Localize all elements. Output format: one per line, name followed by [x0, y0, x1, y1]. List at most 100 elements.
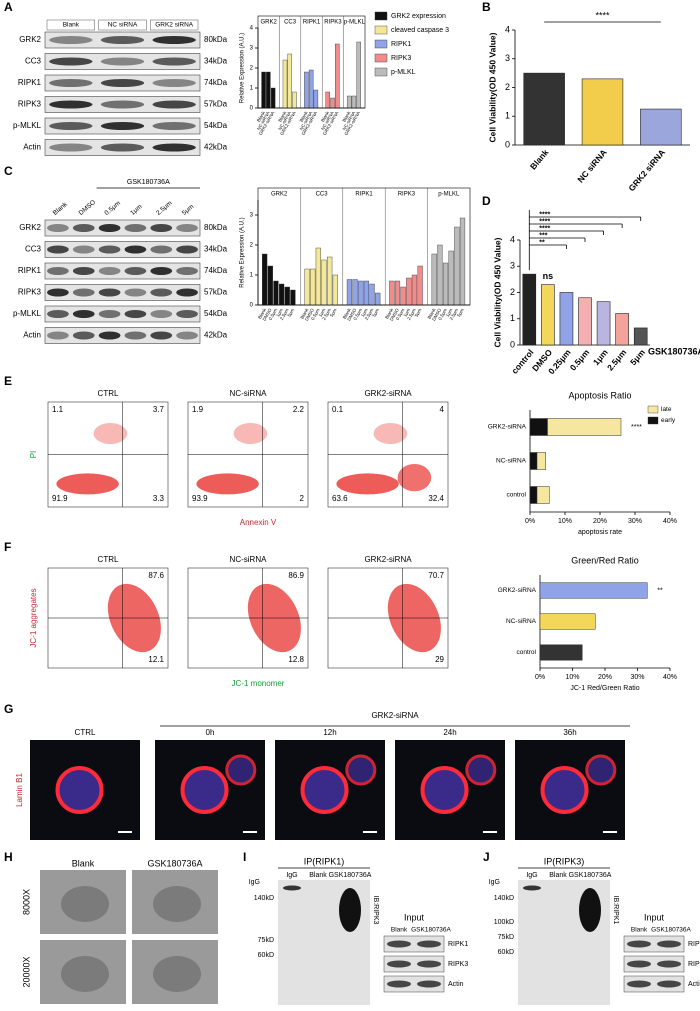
y-tick-label: 3 — [250, 213, 254, 219]
condition-label: 5μm — [286, 307, 295, 317]
protein-label: Actin — [688, 981, 700, 988]
panel-label: J — [483, 850, 490, 864]
lane-label: GSK180736A — [329, 872, 372, 879]
protein-label: RIPK1 — [18, 266, 42, 275]
lane-label: GSK180736A — [651, 927, 691, 934]
event-cloud — [196, 473, 259, 495]
significance: ns — [543, 271, 554, 281]
x-axis-title: GSK180736A — [648, 346, 700, 356]
bar — [363, 280, 370, 306]
bar — [352, 279, 358, 306]
bar — [559, 292, 574, 346]
lane-label: GRK2 siRNA — [155, 22, 194, 29]
gel-band — [579, 888, 601, 932]
condition-label: 2.5μm — [279, 307, 290, 321]
gel-band — [339, 888, 361, 932]
y-tick-label: 1 — [250, 86, 254, 92]
quadrant-value: 93.9 — [192, 494, 208, 503]
blot-band — [49, 57, 93, 66]
condition-label: 2.5μm — [449, 307, 460, 321]
condition-label: Blank — [277, 110, 287, 123]
legend-swatch — [374, 53, 388, 63]
x-axis-title: JC-1 monomer — [232, 679, 285, 688]
blot-strip — [44, 53, 201, 70]
bar — [287, 53, 292, 109]
protein-label: Actin — [23, 143, 41, 152]
blot-band — [98, 310, 121, 318]
bar — [290, 289, 296, 306]
blot-band — [49, 36, 93, 44]
row-label: 8000X — [21, 889, 31, 915]
bar — [261, 71, 266, 109]
y-tick-label: 4 — [510, 234, 515, 244]
bar — [539, 613, 596, 630]
blot-band — [150, 267, 173, 275]
event-cloud — [336, 473, 399, 495]
organelle — [61, 956, 109, 992]
panel-label: C — [4, 164, 13, 178]
condition-label: Blank — [341, 110, 351, 123]
lane-label: GSK180736A — [569, 872, 612, 879]
marker-label: 60kD — [498, 949, 514, 956]
panel-label: I — [243, 850, 246, 864]
bar — [581, 78, 624, 146]
legend-swatch — [374, 25, 388, 35]
blot-band — [150, 288, 173, 297]
marker-label: 140kD — [254, 895, 274, 902]
legend-label: early — [661, 417, 676, 424]
blot-band — [387, 980, 411, 988]
y-tick-label: 3 — [505, 53, 510, 63]
protein-label: CC3 — [25, 57, 42, 66]
bar — [332, 274, 338, 306]
protein-label: p-MLKL — [13, 309, 42, 318]
protein-label: RIPK1 — [18, 78, 42, 87]
bar — [310, 268, 316, 306]
bar — [292, 91, 297, 109]
blot-band — [627, 960, 651, 968]
bar — [437, 244, 443, 306]
condition-label: Blank — [299, 110, 309, 123]
bar — [406, 277, 412, 306]
x-tick-label: 10% — [565, 674, 579, 681]
blot-band — [100, 100, 145, 109]
panel-label: D — [482, 194, 491, 208]
legend-swatch — [647, 416, 659, 425]
size-label: 54kDa — [204, 309, 228, 318]
lane-label: NC siRNA — [108, 22, 138, 29]
chart-title: Apoptosis Ratio — [568, 390, 631, 400]
band-label: IgG — [249, 879, 260, 886]
blot-band — [47, 224, 69, 232]
blot-band — [98, 288, 121, 297]
cell — [540, 766, 589, 814]
quadrant-value: 4 — [440, 405, 445, 414]
bar — [356, 41, 361, 109]
legend-swatch — [647, 405, 659, 414]
bar — [267, 265, 273, 306]
legend-label: RIPK3 — [391, 55, 411, 62]
y-tick-label: 1 — [505, 111, 510, 121]
y-axis-title: Relative Expression (A.U.) — [240, 33, 246, 103]
blot-strip — [383, 935, 445, 953]
blot-band — [47, 288, 69, 297]
cell — [585, 754, 617, 786]
y-tick-label: 4 — [250, 26, 254, 32]
blot-band — [152, 36, 196, 44]
y-tick-label: 2 — [250, 66, 254, 72]
bar — [454, 226, 460, 306]
plot-title: GRK2-siRNA — [364, 555, 412, 564]
bar — [539, 644, 583, 661]
condition-label: 5μm — [414, 307, 423, 317]
plot-title: NC-siRNA — [230, 555, 268, 564]
y-axis-title: Relative Expression (A.U.) — [240, 217, 246, 287]
size-label: 42kDa — [204, 143, 228, 152]
event-cloud — [397, 463, 432, 492]
y-tick-label: 4 — [505, 24, 510, 34]
blot-band — [124, 288, 147, 297]
panel-title: IP(RIPK3) — [544, 856, 585, 866]
y-axis-title: Cell Viability(OD 450 Value) — [487, 32, 497, 142]
bar — [417, 265, 423, 306]
quadrant-value: 3.7 — [153, 405, 165, 414]
x-axis-title: Annexin V — [240, 518, 277, 527]
lane-label: Blank — [549, 872, 567, 879]
blot-band — [124, 267, 147, 275]
